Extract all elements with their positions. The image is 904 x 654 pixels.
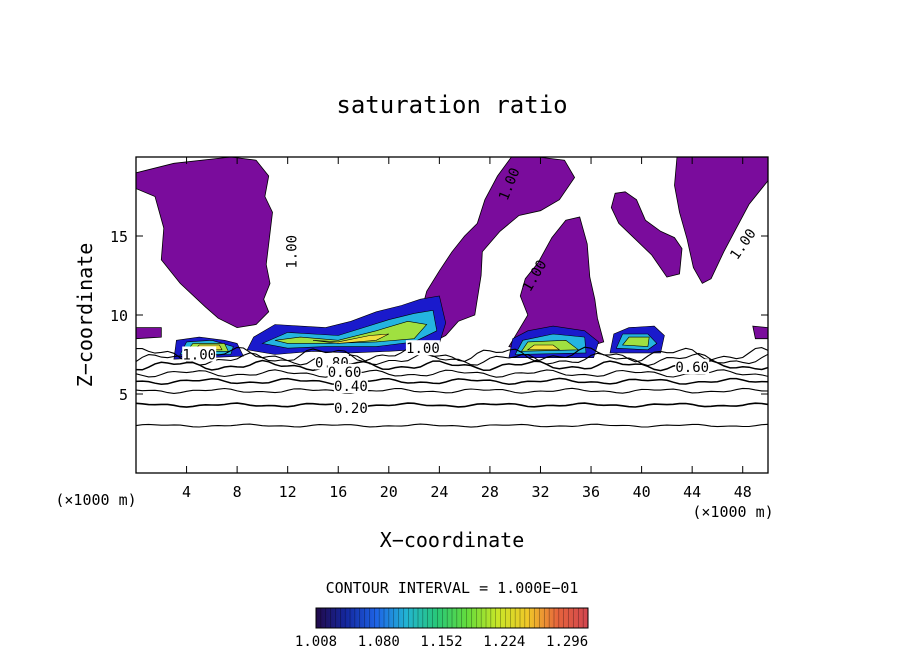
y-axis-ticks: 5 10 15 bbox=[110, 228, 768, 404]
contour-label-text: 0.60 bbox=[675, 360, 709, 376]
contour-interval-text: CONTOUR INTERVAL = 1.000E−01 bbox=[326, 579, 579, 597]
colorbar-tick-label: 1.152 bbox=[420, 634, 462, 650]
contour-label-bg bbox=[333, 400, 368, 416]
saturated-region bbox=[610, 191, 683, 278]
colorbar-tick-label: 1.080 bbox=[358, 634, 400, 650]
colorbar-tick-label: 1.296 bbox=[546, 634, 588, 650]
contour-line bbox=[136, 352, 768, 367]
x-tick-label: 40 bbox=[633, 483, 651, 501]
contour-label-text: 1.00 bbox=[285, 235, 301, 269]
contour-label: 0.60 bbox=[327, 363, 362, 381]
x-tick-label: 12 bbox=[279, 483, 297, 501]
x-unit-left: (×1000 m) bbox=[55, 491, 136, 509]
contour-label-text: 0.60 bbox=[328, 365, 362, 381]
saturated-region bbox=[136, 327, 162, 340]
saturated-region bbox=[752, 325, 768, 340]
plot-area bbox=[136, 157, 768, 428]
colorbar-tick-label: 1.224 bbox=[483, 634, 525, 650]
contour-label-bg bbox=[182, 346, 217, 362]
colorbar: 1.008 1.080 1.152 1.224 1.296 bbox=[295, 607, 589, 650]
x-axis-label: X−coordinate bbox=[380, 528, 525, 552]
contour-label: 1.00 bbox=[182, 346, 217, 364]
x-tick-label: 44 bbox=[683, 483, 701, 501]
x-tick-label: 20 bbox=[380, 483, 398, 501]
y-tick-label: 5 bbox=[119, 386, 128, 404]
contour-label-bg bbox=[405, 340, 440, 356]
colorbar-tick-labels: 1.008 1.080 1.152 1.224 1.296 bbox=[295, 634, 588, 650]
y-axis-label: Z−coordinate bbox=[73, 243, 97, 388]
contour-line bbox=[136, 402, 768, 408]
contour-line bbox=[136, 387, 768, 394]
contour-label-text: 1.00 bbox=[182, 348, 216, 364]
x-tick-label: 36 bbox=[582, 483, 600, 501]
x-tick-label: 4 bbox=[182, 483, 191, 501]
x-axis-ticks: 4 8 12 16 20 24 28 32 36 40 44 48 bbox=[182, 157, 752, 501]
contour-label-bg bbox=[327, 363, 362, 379]
y-tick-label: 15 bbox=[110, 228, 128, 246]
x-tick-label: 28 bbox=[481, 483, 499, 501]
contour-lines bbox=[136, 346, 768, 428]
contour-label-text: 1.00 bbox=[406, 341, 440, 357]
saturated-regions bbox=[136, 157, 768, 354]
saturated-region bbox=[674, 157, 768, 284]
x-tick-label: 24 bbox=[430, 483, 448, 501]
contour-label-text: 0.40 bbox=[334, 379, 368, 395]
y-tick-label: 10 bbox=[110, 307, 128, 325]
contour-line bbox=[136, 377, 768, 386]
contour-label-text: 0.20 bbox=[334, 401, 368, 417]
cloud-band bbox=[274, 320, 428, 344]
x-tick-label: 48 bbox=[734, 483, 752, 501]
x-unit-right: (×1000 m) bbox=[692, 503, 773, 521]
cloud-layer bbox=[173, 295, 665, 360]
x-tick-label: 32 bbox=[531, 483, 549, 501]
contour-line bbox=[136, 369, 768, 378]
cloud-band bbox=[526, 344, 561, 351]
chart-title: saturation ratio bbox=[336, 91, 567, 119]
contour-label: 1.00 bbox=[285, 235, 301, 269]
colorbar-stripes bbox=[320, 608, 584, 628]
x-tick-label: 16 bbox=[329, 483, 347, 501]
contour-label: 0.20 bbox=[333, 400, 368, 417]
x-tick-label: 8 bbox=[233, 483, 242, 501]
contour-line bbox=[136, 346, 768, 363]
contour-line bbox=[136, 359, 768, 372]
contour-label: 1.00 bbox=[405, 340, 440, 357]
contour-label: 0.40 bbox=[333, 378, 368, 395]
contour-label-bg bbox=[333, 378, 368, 394]
contour-line bbox=[136, 423, 768, 428]
contour-label: 0.60 bbox=[675, 359, 710, 376]
cloud-band bbox=[312, 333, 389, 344]
saturated-region bbox=[381, 157, 576, 344]
cloud-band bbox=[622, 336, 650, 347]
saturated-region bbox=[136, 157, 273, 329]
colorbar-tick-label: 1.008 bbox=[295, 634, 337, 650]
contour-label-bg bbox=[675, 359, 710, 375]
